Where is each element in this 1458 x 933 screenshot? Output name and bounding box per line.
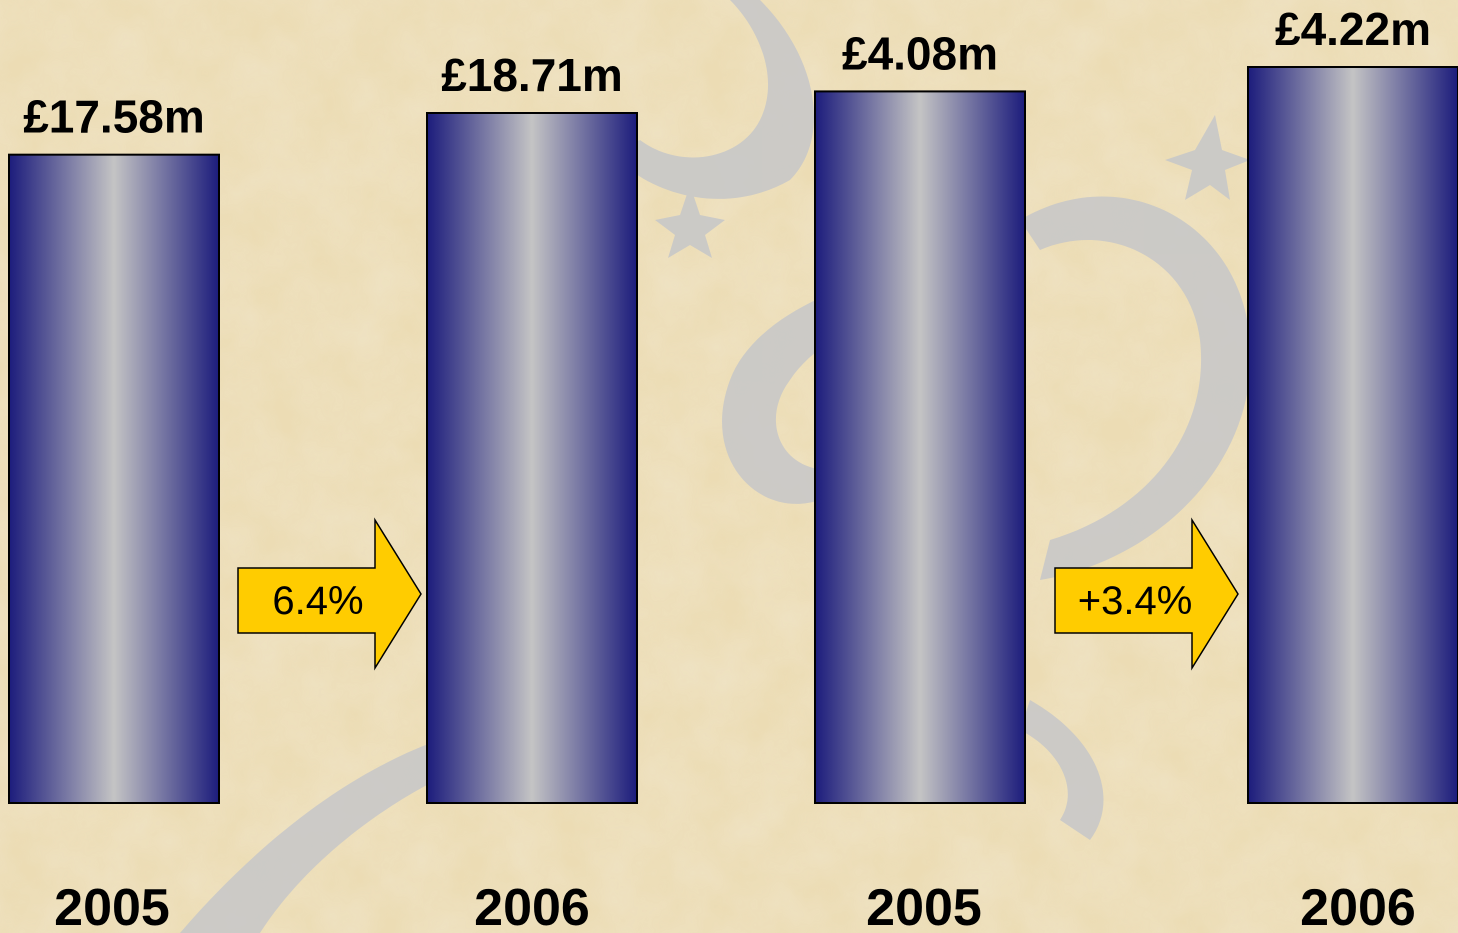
annotation: +3.4%	[1078, 579, 1193, 623]
decoration	[180, 0, 1251, 933]
value-label: £18.71m	[441, 49, 623, 101]
bar	[1247, 66, 1458, 804]
bar	[814, 90, 1026, 805]
value-label: £4.22m	[1275, 3, 1431, 55]
annotation: 6.4%	[272, 579, 363, 623]
arrow	[237, 517, 422, 671]
bar	[8, 153, 220, 804]
x-tick-label: 2006	[474, 879, 590, 933]
x-tick-label: 2006	[1300, 879, 1416, 933]
value-label: £4.08m	[842, 27, 998, 79]
x-tick-label: 2005	[54, 879, 170, 933]
bar	[426, 112, 638, 804]
x-tick-label: 2005	[866, 879, 982, 933]
value-label: £17.58m	[23, 91, 205, 143]
arrow	[1054, 517, 1239, 671]
